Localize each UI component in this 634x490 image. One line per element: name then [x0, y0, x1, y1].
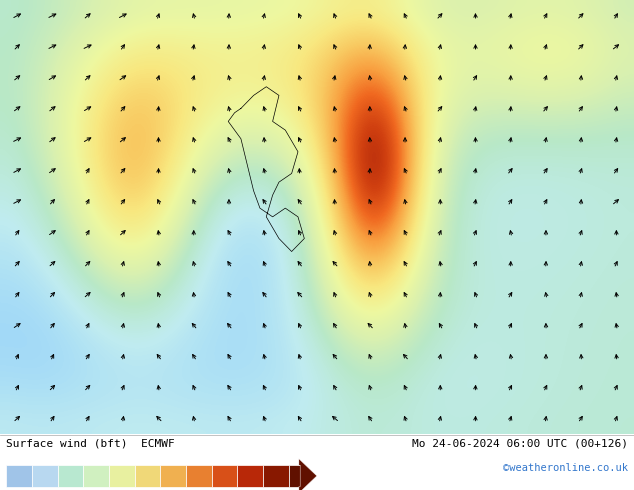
- Bar: [263, 465, 288, 487]
- Bar: [83, 465, 109, 487]
- Bar: [6, 465, 32, 487]
- Bar: [134, 465, 160, 487]
- Text: Surface wind (bft)  ECMWF: Surface wind (bft) ECMWF: [6, 438, 175, 448]
- FancyArrow shape: [299, 459, 317, 490]
- Bar: [160, 465, 186, 487]
- Bar: [32, 465, 58, 487]
- Text: Mo 24-06-2024 06:00 UTC (00+126): Mo 24-06-2024 06:00 UTC (00+126): [411, 438, 628, 448]
- Bar: [109, 465, 134, 487]
- Bar: [58, 465, 83, 487]
- Bar: [212, 465, 237, 487]
- Bar: [288, 465, 301, 487]
- Bar: [237, 465, 263, 487]
- Bar: [186, 465, 212, 487]
- Text: ©weatheronline.co.uk: ©weatheronline.co.uk: [503, 463, 628, 473]
